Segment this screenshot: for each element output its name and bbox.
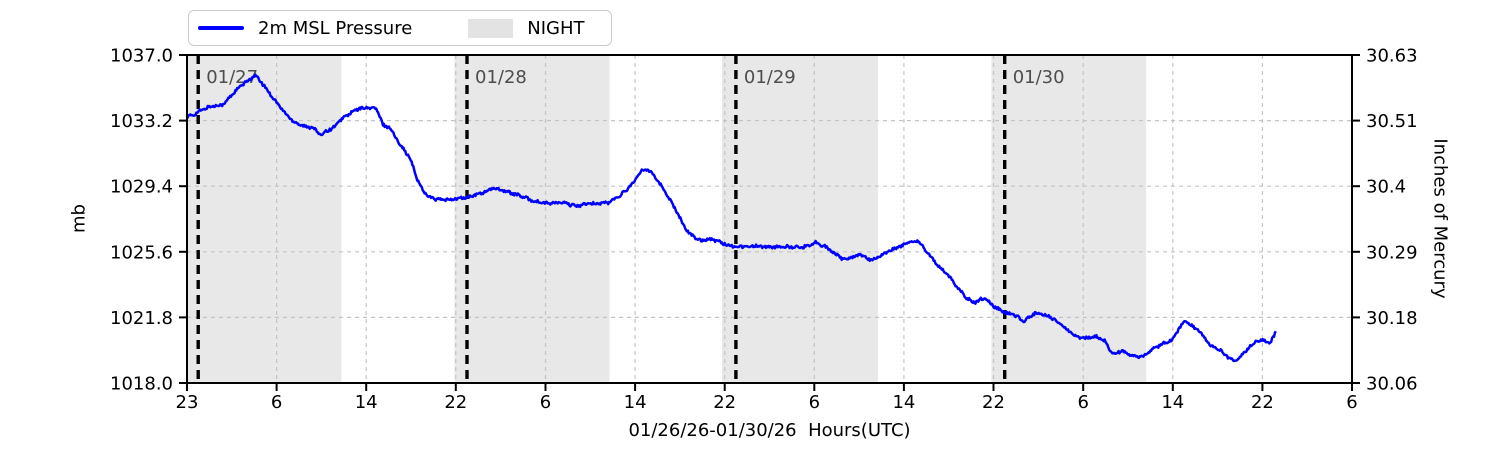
x-tick-label: 22 [444, 392, 467, 413]
x-tick-label: 14 [1161, 392, 1184, 413]
night-region [187, 55, 342, 383]
day-label: 01/28 [475, 67, 527, 88]
tick-labels: 1037.0 30.63 1033.2 30.51 1029.4 30.4 1025.6 30… [110, 46, 1418, 414]
y-tick-label-right: 30.29 [1366, 242, 1418, 263]
x-tick-label: 22 [1251, 392, 1274, 413]
x-tick-label: 6 [809, 392, 820, 413]
night-regions [187, 55, 1147, 383]
y-tick-label-right: 30.51 [1366, 111, 1418, 132]
y-tick-label-right: 30.18 [1366, 308, 1418, 329]
y-tick-label-left: 1033.2 [110, 111, 173, 132]
day-label: 01/30 [1013, 67, 1065, 88]
y-tick-label-left: 1021.8 [110, 308, 173, 329]
tick-marks [179, 54, 1360, 391]
legend-label-pressure: 2m MSL Pressure [258, 17, 413, 39]
x-tick-label: 14 [355, 392, 378, 413]
day-label: 01/27 [206, 67, 258, 88]
y-axis-label-inches-mercury: Inches of Mercury [1429, 138, 1451, 299]
legend: 2m MSL Pressure NIGHT [188, 10, 612, 46]
x-tick-label: 22 [713, 392, 736, 413]
x-tick-label: 6 [1346, 392, 1357, 413]
night-region [722, 55, 878, 383]
y-tick-label-right: 30.63 [1366, 46, 1418, 67]
plot-border [186, 54, 1353, 384]
y-tick-label-right: 30.06 [1366, 374, 1418, 395]
x-axis-label: 01/26/26-01/30/26 Hours(UTC) [628, 420, 911, 441]
night-region [454, 55, 610, 383]
day-label: 01/29 [744, 67, 796, 88]
y-tick-label-left: 1029.4 [110, 177, 173, 198]
legend-label-night: NIGHT [527, 17, 585, 39]
night-swatch [468, 18, 514, 38]
night-region [991, 55, 1147, 383]
pressure-line [185, 73, 1277, 363]
y-axis-label-mb: mb [68, 204, 90, 233]
x-tick-label: 23 [176, 392, 199, 413]
x-tick-label: 6 [540, 392, 551, 413]
y-tick-label-left: 1018.0 [110, 374, 173, 395]
x-tick-label: 6 [271, 392, 282, 413]
x-tick-label: 22 [982, 392, 1005, 413]
y-tick-label-left: 1037.0 [110, 46, 173, 67]
x-tick-label: 14 [624, 392, 647, 413]
x-tick-label: 14 [892, 392, 915, 413]
x-tick-label: 6 [1077, 392, 1088, 413]
pressure-line-swatch [198, 26, 244, 30]
y-tick-label-right: 30.4 [1366, 177, 1406, 198]
day-boundaries: 01/27 01/28 01/29 01/30 [196, 55, 1065, 383]
y-tick-label-left: 1025.6 [110, 242, 173, 263]
